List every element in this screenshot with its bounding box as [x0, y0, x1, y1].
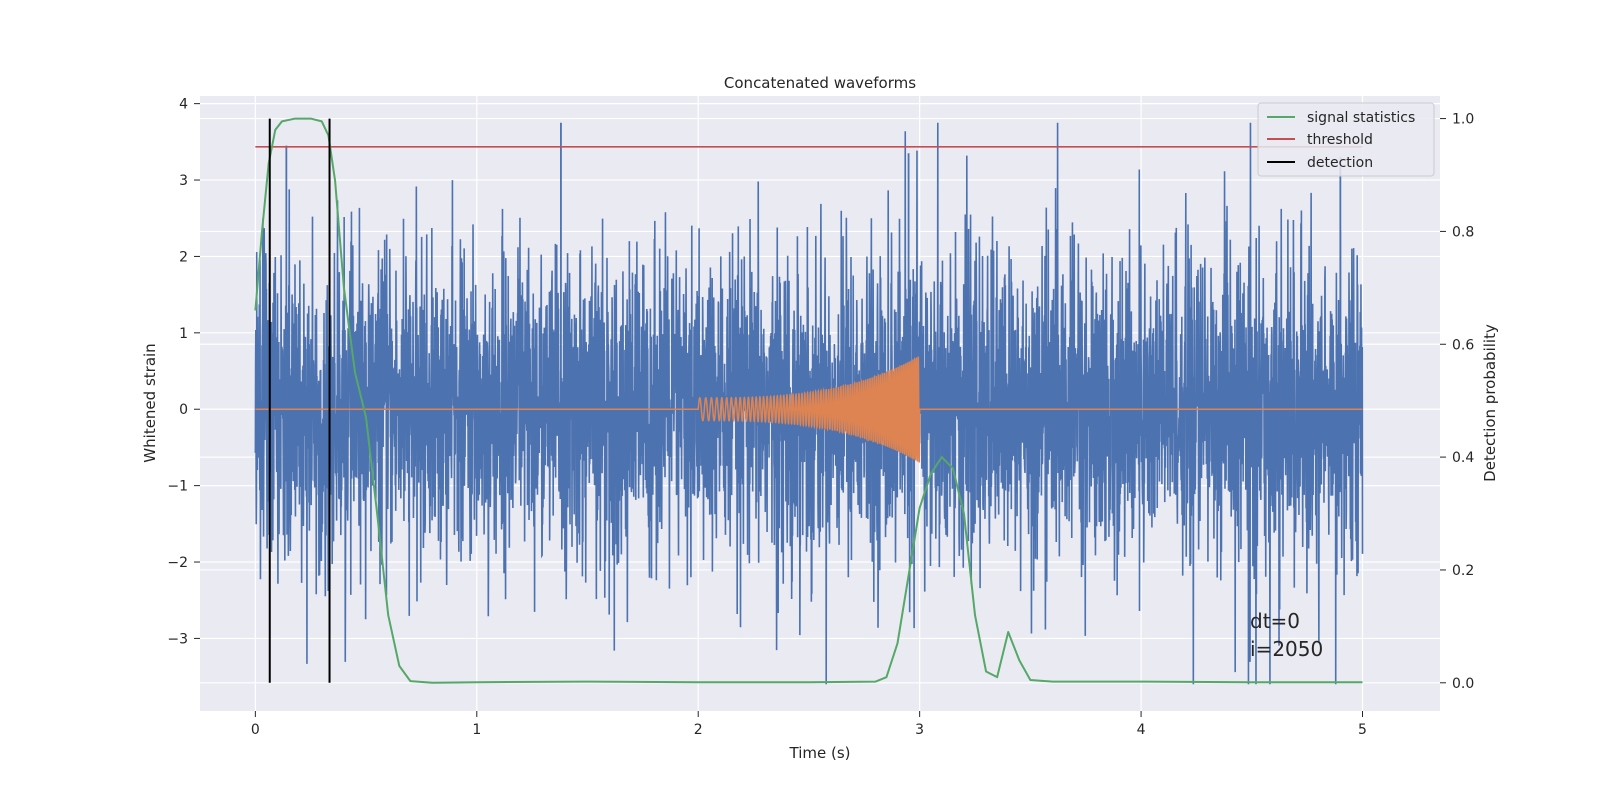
y-tick-label: 2	[179, 249, 188, 265]
x-axis-label: Time (s)	[789, 744, 851, 762]
series-layer	[254, 117, 1364, 685]
y-axis-label-right: Detection probability	[1481, 324, 1499, 482]
y-axis-label: Whitened strain	[141, 343, 159, 462]
x-tick-label: 4	[1137, 722, 1146, 738]
x-tick-label: 5	[1358, 722, 1367, 738]
y-right-tick-label: 0.8	[1452, 224, 1474, 240]
annotation-dt: dt=0	[1250, 609, 1300, 633]
legend: signal statistics threshold detection	[1257, 102, 1435, 177]
legend-label-signal-statistics: signal statistics	[1307, 110, 1415, 126]
y-right-tick-label: 0.0	[1452, 676, 1474, 692]
legend-box	[1257, 102, 1435, 177]
y-tick-label: 3	[179, 173, 188, 189]
signal-statistics-line	[254, 117, 1363, 684]
chart-title: Concatenated waveforms	[724, 74, 916, 92]
x-tick-label: 0	[251, 722, 260, 738]
y-right-tick-label: 0.2	[1452, 563, 1474, 579]
chirp-line	[255, 356, 1363, 463]
y-tick-label: 0	[179, 402, 188, 418]
annotation-index: i=2050	[1250, 637, 1323, 661]
legend-label-threshold: threshold	[1307, 132, 1373, 148]
y-tick-label: −3	[167, 631, 188, 647]
y-right-tick-label: 1.0	[1452, 112, 1474, 128]
y-right-tick-label: 0.4	[1452, 450, 1474, 466]
y-tick-label: 4	[179, 97, 188, 113]
x-tick-label: 2	[694, 722, 703, 738]
y-right-tick-label: 0.6	[1452, 337, 1474, 353]
y-tick-label: −2	[167, 555, 188, 571]
legend-label-detection: detection	[1307, 155, 1373, 171]
axes-layer: 0 1 2 3 4 5 4 3 2 1 0 −1 −2 −3 1.0 0.8 0.6 0.4 0.2 0.0	[167, 97, 1474, 738]
y-tick-label: 1	[179, 326, 188, 342]
whitened-strain-line	[254, 122, 1364, 685]
y-tick-label: −1	[167, 479, 188, 495]
x-tick-label: 1	[472, 722, 481, 738]
x-tick-label: 3	[915, 722, 924, 738]
